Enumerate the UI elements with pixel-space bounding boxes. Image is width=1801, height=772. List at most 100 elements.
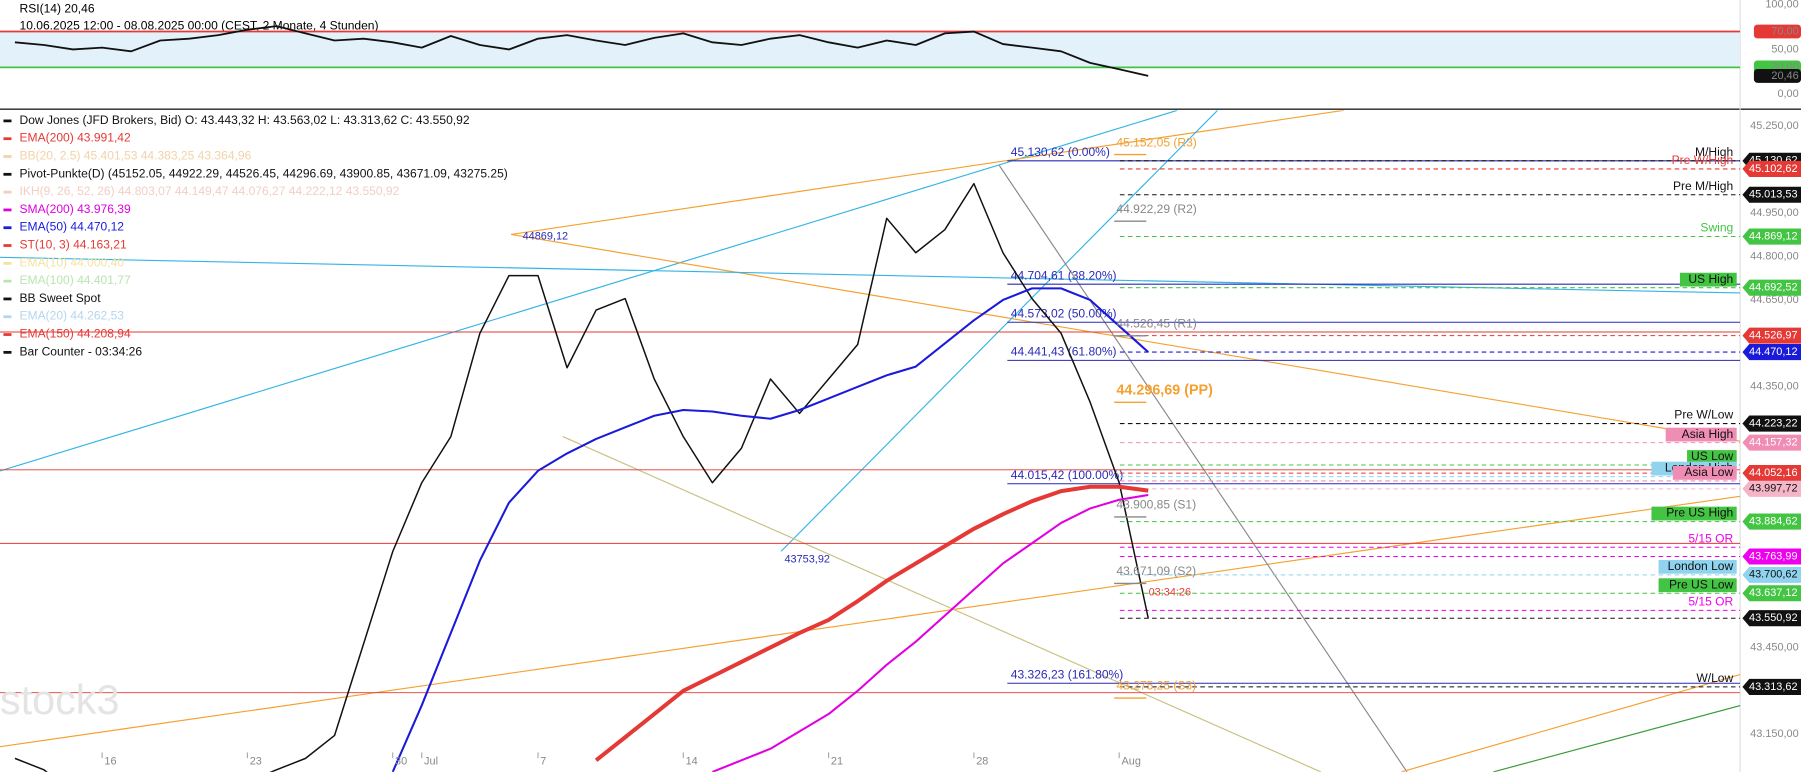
- price-box: [1742, 186, 1801, 203]
- price-box: [1742, 228, 1801, 245]
- y-tick-label: 0,00: [1777, 88, 1798, 100]
- level-name-box: [1651, 506, 1737, 521]
- pivot-label: 43.900,85 (S1): [1116, 498, 1196, 512]
- level-name: Pre US Low: [1669, 577, 1734, 591]
- rsi-band: [0, 31, 1741, 68]
- legend-entry: Dow Jones (JFD Brokers, Bid) O: 43.443,3…: [20, 113, 470, 127]
- level-name-box: [1687, 450, 1737, 464]
- trendline: [562, 436, 1322, 772]
- fib-label: 44.015,42 (100.00%): [1011, 468, 1124, 482]
- x-tick-label: 7: [540, 755, 546, 767]
- legend-entry: Pivot-Punkte(D) (45152.05, 44922.29, 445…: [20, 166, 508, 180]
- legend-entry: EMA(150) 44.208,94: [20, 327, 131, 341]
- price-box: [1742, 566, 1801, 583]
- legend-entry: EMA(100) 44.401,77: [20, 273, 131, 287]
- y-tick-label: 50,00: [1771, 43, 1798, 55]
- price-box: [1742, 610, 1801, 627]
- level-name: Pre M/High: [1673, 179, 1733, 193]
- price-box: [1742, 548, 1801, 565]
- legend-swatch: [3, 208, 12, 212]
- x-tick-label: Aug: [1121, 755, 1140, 767]
- y-tick-label: 44.350,00: [1750, 381, 1799, 393]
- x-tick-label: 16: [104, 755, 116, 767]
- price-label: 43.763,99: [1749, 550, 1798, 562]
- y-tick-label: 44.950,00: [1750, 207, 1799, 219]
- line-series: [594, 484, 1149, 762]
- x-tick-label: 23: [250, 755, 262, 767]
- legend-swatch: [3, 190, 12, 194]
- line-series: [711, 493, 1149, 772]
- legend-entry: SMA(200) 43.976,39: [20, 202, 131, 216]
- level-name: 5/15 OR: [1688, 531, 1733, 545]
- y-tick-label: 44.800,00: [1750, 250, 1799, 262]
- price-box: [1742, 279, 1801, 296]
- level-name: Pre US High: [1666, 506, 1733, 520]
- trendline: [998, 165, 1408, 772]
- y-tick-label: 43.150,00: [1750, 728, 1799, 740]
- legend-swatch: [3, 315, 12, 319]
- legend-swatch: [3, 155, 12, 158]
- level-name: Pre W/High: [1672, 153, 1734, 167]
- trendline: [1493, 704, 1741, 772]
- legend-swatch: [3, 279, 12, 283]
- level-name: Pre W/Low: [1674, 408, 1733, 422]
- annotation: 44869,12: [523, 230, 569, 242]
- x-tick-label: 28: [976, 755, 988, 767]
- pivot-label: 45.152,05 (R3): [1116, 135, 1196, 149]
- legend-entry: EMA(20) 44.262,53: [20, 309, 125, 323]
- legend-swatch: [3, 226, 12, 230]
- trendline: [511, 110, 1344, 235]
- level-name: 5/15 OR: [1688, 595, 1733, 609]
- price-box: [1742, 678, 1801, 695]
- last-box: [1753, 69, 1801, 83]
- legend-entry: ST(10, 3) 44.163,21: [20, 237, 127, 251]
- price-label: 45.013,53: [1749, 189, 1798, 201]
- legend-entry: BB Sweet Spot: [20, 291, 102, 305]
- price-label: 44.052,16: [1749, 467, 1798, 479]
- watermark: stock3: [0, 677, 119, 723]
- legend-entry: EMA(50) 44.470,12: [20, 220, 125, 234]
- legend-entry: IKH(9, 26, 52, 26) 44.803,07 44.149,47 4…: [20, 184, 400, 198]
- legend-entry: EMA(10) 44.000,40: [20, 255, 125, 269]
- fib-label: 44.441,43 (61.80%): [1011, 345, 1117, 359]
- pivot-label: 44.526,45 (R1): [1116, 316, 1196, 330]
- price-label: 44.692,52: [1749, 282, 1798, 294]
- price-label: 44.223,22: [1749, 417, 1798, 429]
- pivot-label: 43.275,25 (S3): [1116, 679, 1196, 693]
- line-series: [14, 182, 1149, 772]
- pivot-label: 44.296,69 (PP): [1116, 383, 1213, 399]
- x-tick-label: 30: [395, 755, 407, 767]
- level-name-box: [1672, 466, 1737, 480]
- price-box: [1742, 513, 1801, 530]
- y-tick-label: 100,00: [1765, 0, 1798, 11]
- price-label: 44.869,12: [1749, 230, 1798, 242]
- level-name: M/High: [1695, 145, 1733, 159]
- price-label: 43.700,62: [1749, 569, 1798, 581]
- y-tick-label: 45.250,00: [1750, 120, 1799, 132]
- pivot-label: 43.671,09 (S2): [1116, 564, 1196, 578]
- price-box: [1742, 480, 1801, 497]
- legend-swatch: [3, 261, 12, 265]
- level-name-box: [1679, 272, 1737, 287]
- trendline: [1401, 673, 1741, 772]
- trendline: [780, 110, 1218, 552]
- x-tick-label: 14: [686, 755, 698, 767]
- trendline: [0, 110, 1178, 472]
- fib-label: 43.326,23 (161.80%): [1011, 667, 1124, 681]
- layer: 45.130,62 (0.00%) 44.704,61 (38.20%) 44.57…: [14, 135, 1741, 772]
- y-tick-label: 70,00: [1771, 25, 1798, 37]
- fib-label: 44.573,02 (50.00%): [1011, 306, 1117, 320]
- legend-swatch: [3, 297, 12, 301]
- trendlines: [0, 110, 1741, 772]
- price-label: 44.526,97: [1749, 329, 1798, 341]
- rsi-title: RSI(14) 20,46: [20, 1, 95, 15]
- x-tick-label: 21: [831, 755, 843, 767]
- level-name-box: [1665, 427, 1737, 442]
- rsi-subtitle: 10.06.2025 12:00 - 08.08.2025 00:00 (CES…: [20, 19, 379, 33]
- pivot-label: 44.922,29 (R2): [1116, 202, 1196, 216]
- level-name-box: [1658, 559, 1737, 574]
- price-label: 43.997,72: [1749, 483, 1798, 495]
- legend-swatch: [3, 119, 12, 123]
- trendline: [0, 256, 1741, 294]
